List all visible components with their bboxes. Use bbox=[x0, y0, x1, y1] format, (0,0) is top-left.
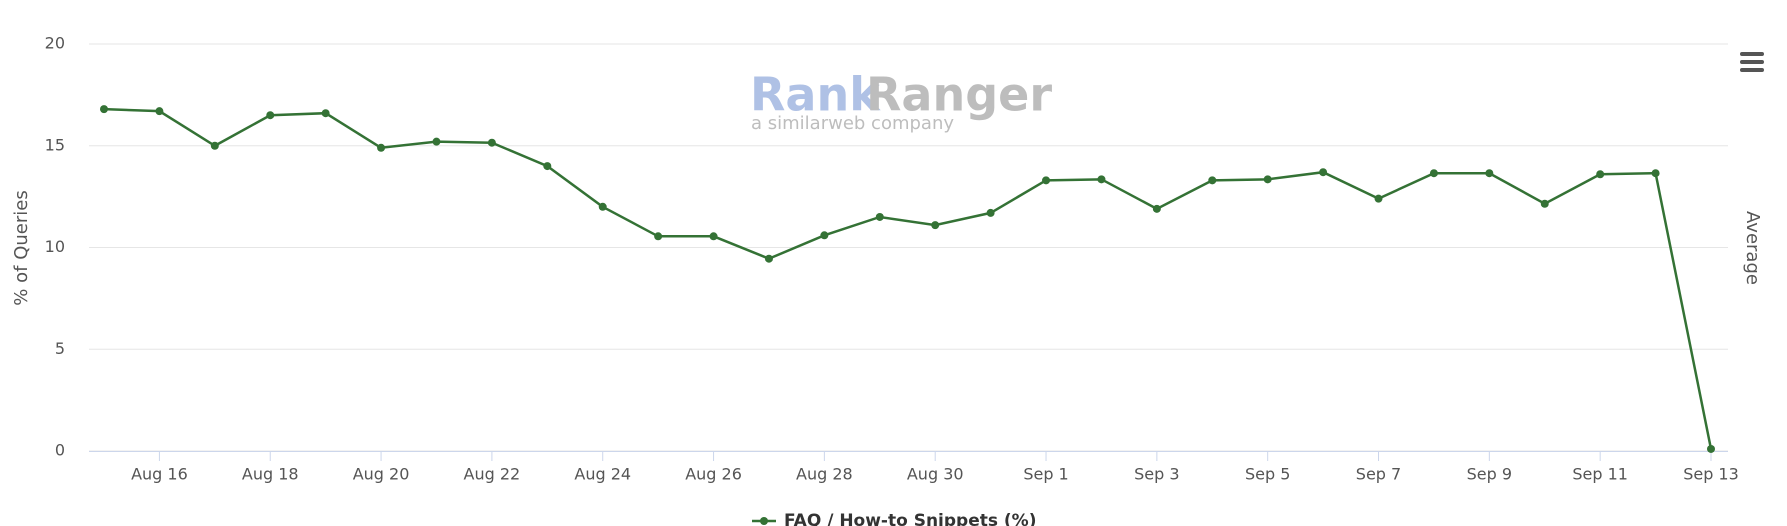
series-line bbox=[103, 107, 1713, 450]
x-tick-label: Aug 26 bbox=[685, 465, 742, 484]
y-tick-label: 5 bbox=[55, 339, 65, 358]
x-tick-label: Aug 16 bbox=[131, 465, 188, 484]
data-point bbox=[543, 162, 552, 171]
data-point bbox=[100, 105, 108, 114]
data-point bbox=[1042, 176, 1051, 185]
x-tick-label: Sep 1 bbox=[1023, 465, 1068, 484]
watermark-brand: Rank bbox=[750, 68, 881, 122]
data-point bbox=[598, 202, 607, 211]
y-axis-title: % of Queries bbox=[11, 190, 32, 305]
x-tick-label: Aug 30 bbox=[907, 465, 964, 484]
data-point bbox=[1707, 444, 1715, 453]
x-tick-label: Sep 7 bbox=[1356, 465, 1401, 484]
x-tick-label: Sep 5 bbox=[1245, 465, 1290, 484]
watermark: Rank Ranger a similarweb company bbox=[750, 68, 1052, 135]
data-point bbox=[986, 208, 995, 217]
y-tick-label: 20 bbox=[45, 34, 65, 53]
x-tick-label: Sep 13 bbox=[1683, 465, 1739, 484]
data-point bbox=[432, 137, 441, 146]
data-point bbox=[1429, 169, 1438, 178]
legend-label: FAQ / How-to Snippets (%) bbox=[784, 511, 1037, 526]
data-point bbox=[210, 141, 219, 150]
data-point bbox=[931, 221, 940, 230]
y2-axis-title: Average bbox=[1742, 211, 1763, 285]
y-tick-label: 0 bbox=[55, 441, 65, 460]
data-point bbox=[764, 254, 773, 263]
x-tick-label: Aug 18 bbox=[242, 465, 299, 484]
menu-bar[interactable] bbox=[1740, 68, 1764, 72]
data-point bbox=[654, 232, 663, 241]
data-point bbox=[1596, 170, 1605, 179]
data-point bbox=[1319, 168, 1328, 177]
x-tick-label: Sep 11 bbox=[1572, 465, 1628, 484]
data-point bbox=[1374, 194, 1383, 203]
menu-bar[interactable] bbox=[1740, 60, 1764, 64]
legend-symbol bbox=[760, 517, 768, 525]
data-point bbox=[266, 111, 275, 120]
menu-button[interactable] bbox=[1740, 52, 1764, 72]
data-point bbox=[487, 138, 496, 147]
data-point bbox=[1485, 169, 1494, 178]
data-point bbox=[875, 212, 884, 221]
data-point bbox=[1097, 175, 1106, 184]
data-point bbox=[1651, 169, 1660, 178]
data-point bbox=[321, 109, 330, 118]
x-tick-label: Sep 9 bbox=[1467, 465, 1512, 484]
y-tick-label: 10 bbox=[45, 237, 65, 256]
x-tick-label: Aug 22 bbox=[464, 465, 521, 484]
data-point bbox=[820, 231, 829, 240]
x-tick-label: Aug 20 bbox=[353, 465, 410, 484]
data-point bbox=[1152, 204, 1161, 213]
data-point bbox=[1208, 176, 1217, 185]
watermark-brand: Ranger bbox=[866, 68, 1052, 122]
data-point bbox=[1263, 175, 1272, 184]
x-tick-label: Aug 24 bbox=[574, 465, 631, 484]
data-point bbox=[155, 107, 164, 116]
x-tick-label: Aug 28 bbox=[796, 465, 853, 484]
data-point bbox=[709, 232, 718, 241]
menu-bar[interactable] bbox=[1740, 52, 1764, 56]
data-point bbox=[377, 143, 386, 152]
legend-item[interactable]: FAQ / How-to Snippets (%) bbox=[752, 511, 1037, 526]
x-tick-label: Sep 3 bbox=[1134, 465, 1179, 484]
y-tick-label: 15 bbox=[45, 135, 65, 154]
data-point bbox=[1540, 199, 1549, 208]
watermark-tagline: a similarweb company bbox=[751, 113, 954, 134]
